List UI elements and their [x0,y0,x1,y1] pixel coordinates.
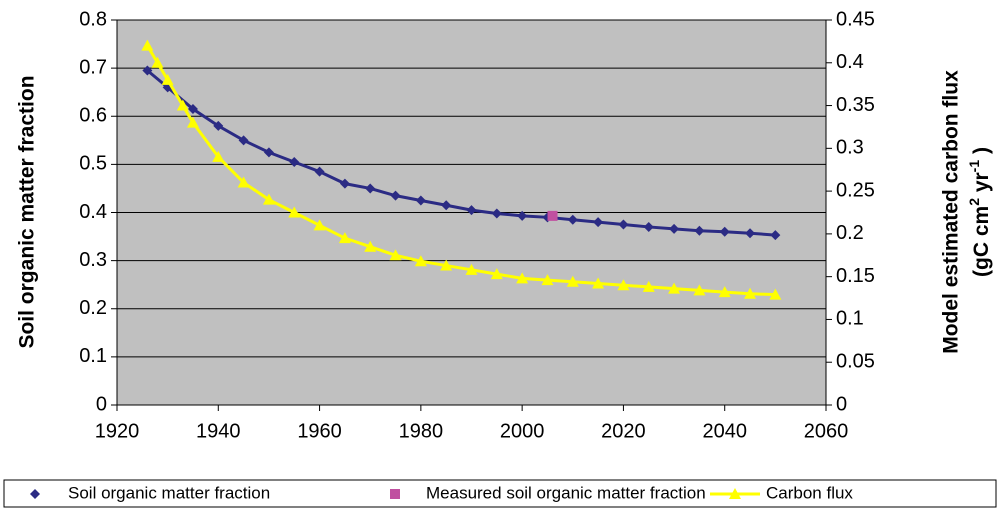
y-tick-label: 0.5 [79,153,107,175]
legend-label: Measured soil organic matter fraction [426,483,706,502]
diamond-marker [441,200,452,211]
square-marker [547,210,558,221]
y-tick-label: 0.1 [79,345,107,367]
diamond-marker [238,135,249,146]
y-tick-label: 0 [96,393,107,415]
diamond-marker [618,219,629,230]
y2-tick-label: 0.25 [836,179,875,201]
y2-tick-label: 0.4 [836,51,864,73]
triangle-marker [541,274,554,286]
legend [3,479,997,508]
diamond-marker [517,210,528,221]
x-tick-label: 2020 [601,420,646,442]
triangle-marker [186,116,199,128]
unit-sup: -1 [966,160,982,173]
diamond-marker [314,166,325,177]
diamond-marker [142,65,153,76]
triangle-marker [440,259,453,271]
series-line [146,44,776,297]
y2-tick-label: 0.45 [836,8,875,30]
triangle-marker [693,284,706,296]
triangle-marker [338,232,351,244]
triangle-marker [592,277,605,289]
x-tick-label: 1920 [95,420,140,442]
triangle-marker [141,39,154,51]
y-tick-label: 0.2 [79,297,107,319]
triangle-marker [642,280,655,292]
diamond-marker [466,205,477,216]
y2-tick-label: 0.3 [836,137,864,159]
y-tick-label: 0.8 [79,8,107,30]
diamond-marker [289,156,300,167]
diamond-marker [339,178,350,189]
diamond-marker [187,104,198,115]
triangle-marker [617,279,630,291]
diamond-marker [694,225,705,236]
unit-part: (gC cm [970,206,993,277]
y2-tick-label: 0.2 [836,222,864,244]
unit-part: yr [970,172,993,198]
triangle-marker [718,286,731,298]
y2-tick-label: 0.05 [836,351,875,373]
y2-tick-label: 0.1 [836,308,864,330]
diamond-marker [213,120,224,131]
triangle-marker [161,73,174,85]
diamond-marker [643,221,654,232]
legend-label: Carbon flux [766,483,853,502]
legend-label: Soil organic matter fraction [68,483,270,502]
diamond-marker [770,230,781,241]
diamond-marker [567,214,578,225]
unit-part: ) [970,147,993,160]
x-tick-label: 2060 [804,420,849,442]
triangle-marker [414,255,427,267]
triangle-marker [237,176,250,188]
triangle-marker [176,99,189,111]
legend-marker [30,489,40,499]
triangle-marker [151,56,164,68]
diamond-marker [669,223,680,234]
triangle-marker [313,219,326,231]
y2-tick-label: 0.35 [836,94,875,116]
triangle-marker [288,206,301,218]
diamond-marker [593,217,604,228]
unit-sup: 2 [966,198,982,206]
triangle-marker [490,268,503,280]
legend-marker [390,489,400,499]
triangle-marker [212,150,225,162]
y-tick-label: 0.3 [79,249,107,271]
triangle-marker [744,287,757,299]
y-tick-label: 0.7 [79,56,107,78]
triangle-marker [668,282,681,294]
diamond-marker [491,208,502,219]
y-axis-title: Soil organic matter fraction [16,75,39,348]
triangle-marker [389,249,402,261]
y2-axis-title: Model estimated carbon flux [940,70,963,354]
diamond-marker [365,183,376,194]
x-tick-label: 1980 [399,420,444,442]
triangle-marker [516,272,529,284]
triangle-marker [262,193,275,205]
y2-tick-label: 0.15 [836,265,875,287]
diamond-marker [745,228,756,239]
diamond-marker [415,195,426,206]
y2-tick-label: 0 [836,393,847,415]
diamond-marker [390,190,401,201]
triangle-marker [465,263,478,275]
triangle-marker [566,275,579,287]
y-tick-label: 0.4 [79,201,107,223]
y-tick-label: 0.6 [79,105,107,127]
x-tick-label: 1960 [297,420,342,442]
triangle-marker [769,288,782,300]
triangle-marker [364,240,377,252]
diamond-marker [263,147,274,158]
x-tick-label: 2040 [702,420,747,442]
y2-axis-unit: (gC cm2 yr-1 ) [966,147,993,277]
diamond-marker [719,226,730,237]
legend-marker [729,488,741,499]
x-tick-label: 1940 [196,420,241,442]
x-tick-label: 2000 [500,420,545,442]
